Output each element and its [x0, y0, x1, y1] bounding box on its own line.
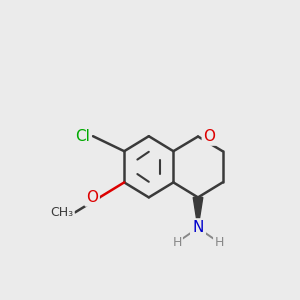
Text: H: H: [172, 236, 182, 249]
Polygon shape: [193, 197, 203, 228]
Text: CH₃: CH₃: [50, 206, 74, 219]
Text: O: O: [86, 190, 98, 205]
Text: N: N: [192, 220, 204, 236]
Text: O: O: [203, 129, 215, 144]
Text: H: H: [214, 236, 224, 249]
Text: Cl: Cl: [75, 129, 90, 144]
